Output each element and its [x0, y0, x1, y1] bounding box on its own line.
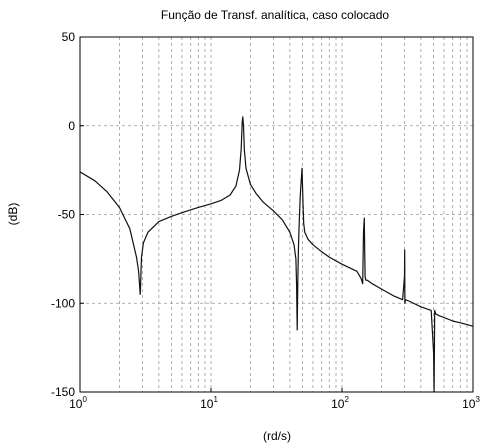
x-tick-label: 100: [69, 395, 87, 411]
x-tick-labels: 100 101 102 103: [69, 388, 480, 411]
x-tick-label: 102: [331, 395, 349, 411]
y-tick-label: 50: [62, 30, 76, 44]
y-tick-label: 0: [68, 119, 75, 133]
grid-lines: [80, 37, 473, 392]
y-tick-labels: 50 0 -50 -100 -150: [51, 30, 84, 399]
y-tick-label: -150: [51, 385, 75, 399]
x-axis-label: (rd/s): [263, 429, 291, 443]
y-tick-label: -50: [58, 208, 76, 222]
series-line: [79, 116, 474, 393]
x-tick-label: 101: [200, 395, 218, 411]
x-tick-label: 103: [462, 395, 480, 411]
series-layer: [79, 116, 474, 393]
y-axis-label: (dB): [6, 203, 20, 226]
y-tick-label: -100: [51, 296, 75, 310]
chart-title: Função de Transf. analítica, caso coloca…: [161, 8, 389, 22]
